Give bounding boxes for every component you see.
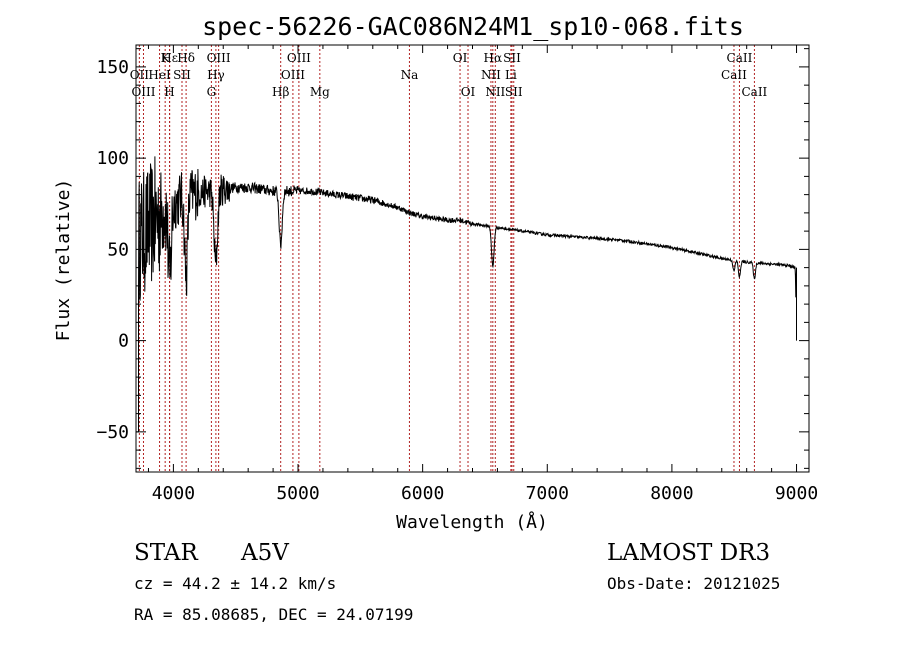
object-class: STAR [134,540,198,566]
line-label: CaII [741,85,767,99]
y-axis-label: Flux (relative) [53,179,74,342]
line-label: Hδ [177,51,195,65]
line-label: Hγ [207,68,225,82]
line-label: G [207,85,217,99]
line-label: Mg [310,85,330,99]
line-label: OI [453,51,468,65]
survey-name: LAMOST DR3 [607,540,771,566]
x-axis-label: Wavelength (Å) [396,511,548,533]
y-tick-label: 100 [96,148,129,169]
x-tick-label: 8000 [650,483,693,504]
spectral-subclass: A5V [241,540,289,566]
line-label: SII [505,85,523,99]
x-axis: 4000 5000 6000 7000 8000 9000 [147,45,818,504]
line-label: Hε [161,51,178,65]
line-label: SII [503,51,521,65]
observation-date: Obs-Date: 20121025 [607,574,781,593]
line-label: OIII [207,51,231,65]
redshift-value: cz = 44.2 ± 14.2 km/s [134,574,337,593]
line-label: OIII [287,51,311,65]
line-label: OI [461,85,476,99]
line-label: NII [485,85,505,99]
line-label: NII [481,68,501,82]
line-label: Na [401,68,419,82]
coordinates: RA = 85.08685, DEC = 24.07199 [134,605,414,624]
emission-line-labels: Hε OII OIII K HeI H Hδ SII OIII Hγ G OIII OIII Hβ Mg Na… [130,51,768,99]
x-tick-label: 5000 [276,483,319,504]
line-label: OIII [131,85,155,99]
spectrum-line [136,156,797,433]
line-label: OII [130,68,150,82]
y-axis: −50 0 50 100 150 [96,48,809,469]
y-tick-label: 150 [96,57,129,78]
line-label: Hα [484,51,503,65]
line-label: CaII [721,68,747,82]
plot-frame [135,44,810,473]
line-label: Hβ [272,85,289,99]
y-tick-label: 50 [107,239,129,260]
x-tick-label: 7000 [526,483,569,504]
emission-line-markers [138,45,755,472]
line-label: CaII [727,51,753,65]
line-label: Li [505,68,517,82]
x-tick-label: 4000 [152,483,195,504]
line-label: HeI [148,68,171,82]
line-label: H [164,85,174,99]
line-label: OIII [281,68,305,82]
line-label: SII [173,68,191,82]
x-tick-label: 6000 [401,483,444,504]
x-tick-label: 9000 [775,483,818,504]
line-label: K [161,51,171,65]
y-tick-label: −50 [96,422,129,443]
y-tick-label: 0 [118,331,129,352]
chart-title: spec-56226-GAC086N24M1_sp10-068.fits [202,12,744,41]
